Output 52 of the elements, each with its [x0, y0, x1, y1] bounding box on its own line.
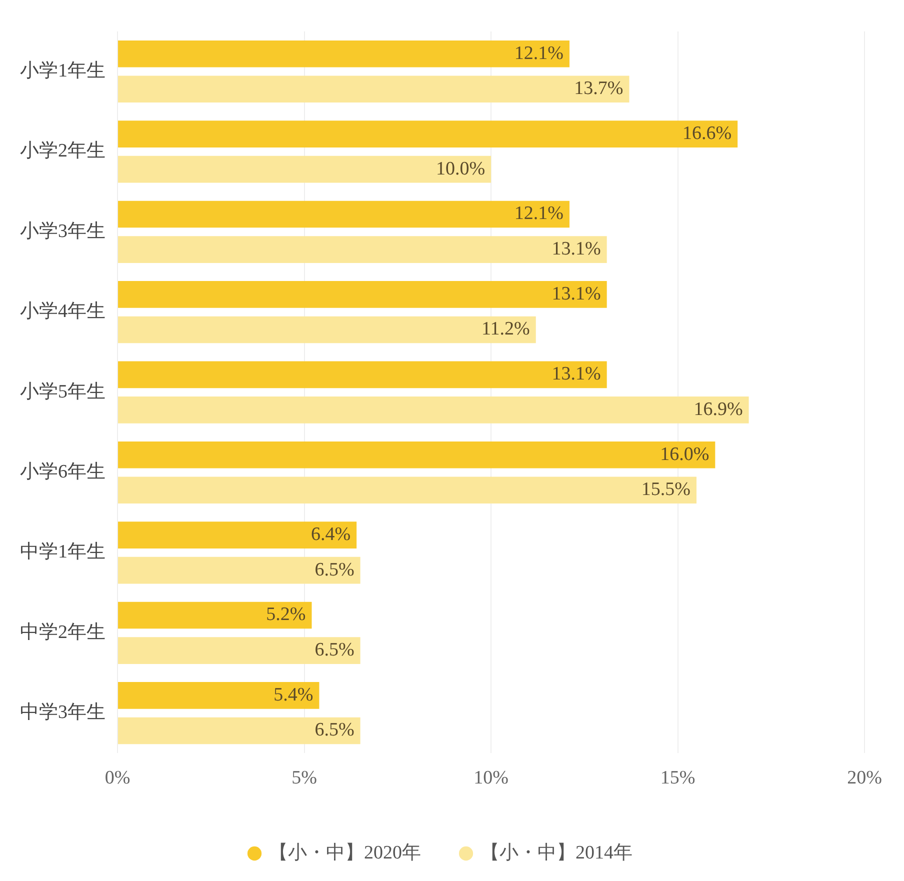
x-tick-label: 10%	[474, 768, 509, 789]
text: 13.1%	[552, 283, 601, 304]
y-tick-label: 中学2年生	[20, 622, 106, 643]
text: 6.5%	[314, 720, 354, 741]
y-tick-label: 小学4年生	[20, 301, 106, 322]
bar	[118, 236, 607, 263]
y-tick-label: 小学3年生	[20, 220, 106, 242]
x-tick-label: 20%	[847, 768, 882, 789]
y-tick-label: 小学2年生	[20, 140, 106, 162]
y-tick-label: 小学1年生	[20, 60, 106, 82]
bar	[118, 476, 696, 504]
bar	[118, 717, 360, 744]
text: 12.1%	[514, 203, 564, 224]
y-tick-label: 中学1年生	[20, 542, 106, 563]
bar	[118, 156, 492, 183]
text: 6.4%	[310, 524, 351, 546]
text: 6.5%	[314, 559, 354, 580]
bar	[118, 76, 630, 103]
x-tick-label: 15%	[660, 768, 696, 789]
text: 15.5%	[641, 479, 690, 500]
bar	[118, 396, 749, 424]
x-tick-label: 5%	[292, 768, 318, 789]
text: 10.0%	[436, 158, 486, 180]
bar	[118, 40, 570, 68]
y-tick-label: 小学6年生	[20, 461, 106, 482]
legend-label: 【小・中】2014年	[480, 842, 632, 864]
text: 11.2%	[481, 318, 530, 340]
text: 13.1%	[552, 238, 601, 260]
text: 6.5%	[314, 640, 354, 661]
bar	[118, 361, 607, 388]
bar	[118, 200, 570, 228]
legend-label: 【小・中】2020年	[269, 842, 421, 864]
text: 16.9%	[694, 398, 743, 420]
x-tick-label: 0%	[104, 768, 130, 789]
bar	[118, 441, 716, 468]
bar	[118, 316, 536, 344]
text: 16.0%	[660, 444, 710, 465]
text: 5.2%	[266, 604, 306, 626]
text: 13.7%	[574, 78, 624, 100]
text: 12.1%	[514, 42, 564, 64]
bar	[118, 682, 320, 709]
bar	[118, 637, 360, 664]
text: 5.4%	[274, 684, 314, 706]
bar	[118, 556, 360, 584]
bar	[118, 120, 738, 148]
bar	[118, 281, 607, 308]
bar	[118, 602, 312, 629]
y-tick-label: 小学5年生	[20, 381, 106, 402]
text: 16.6%	[682, 123, 732, 144]
y-tick-label: 中学3年生	[20, 702, 106, 724]
text: 13.1%	[552, 364, 601, 385]
bar	[118, 522, 357, 548]
